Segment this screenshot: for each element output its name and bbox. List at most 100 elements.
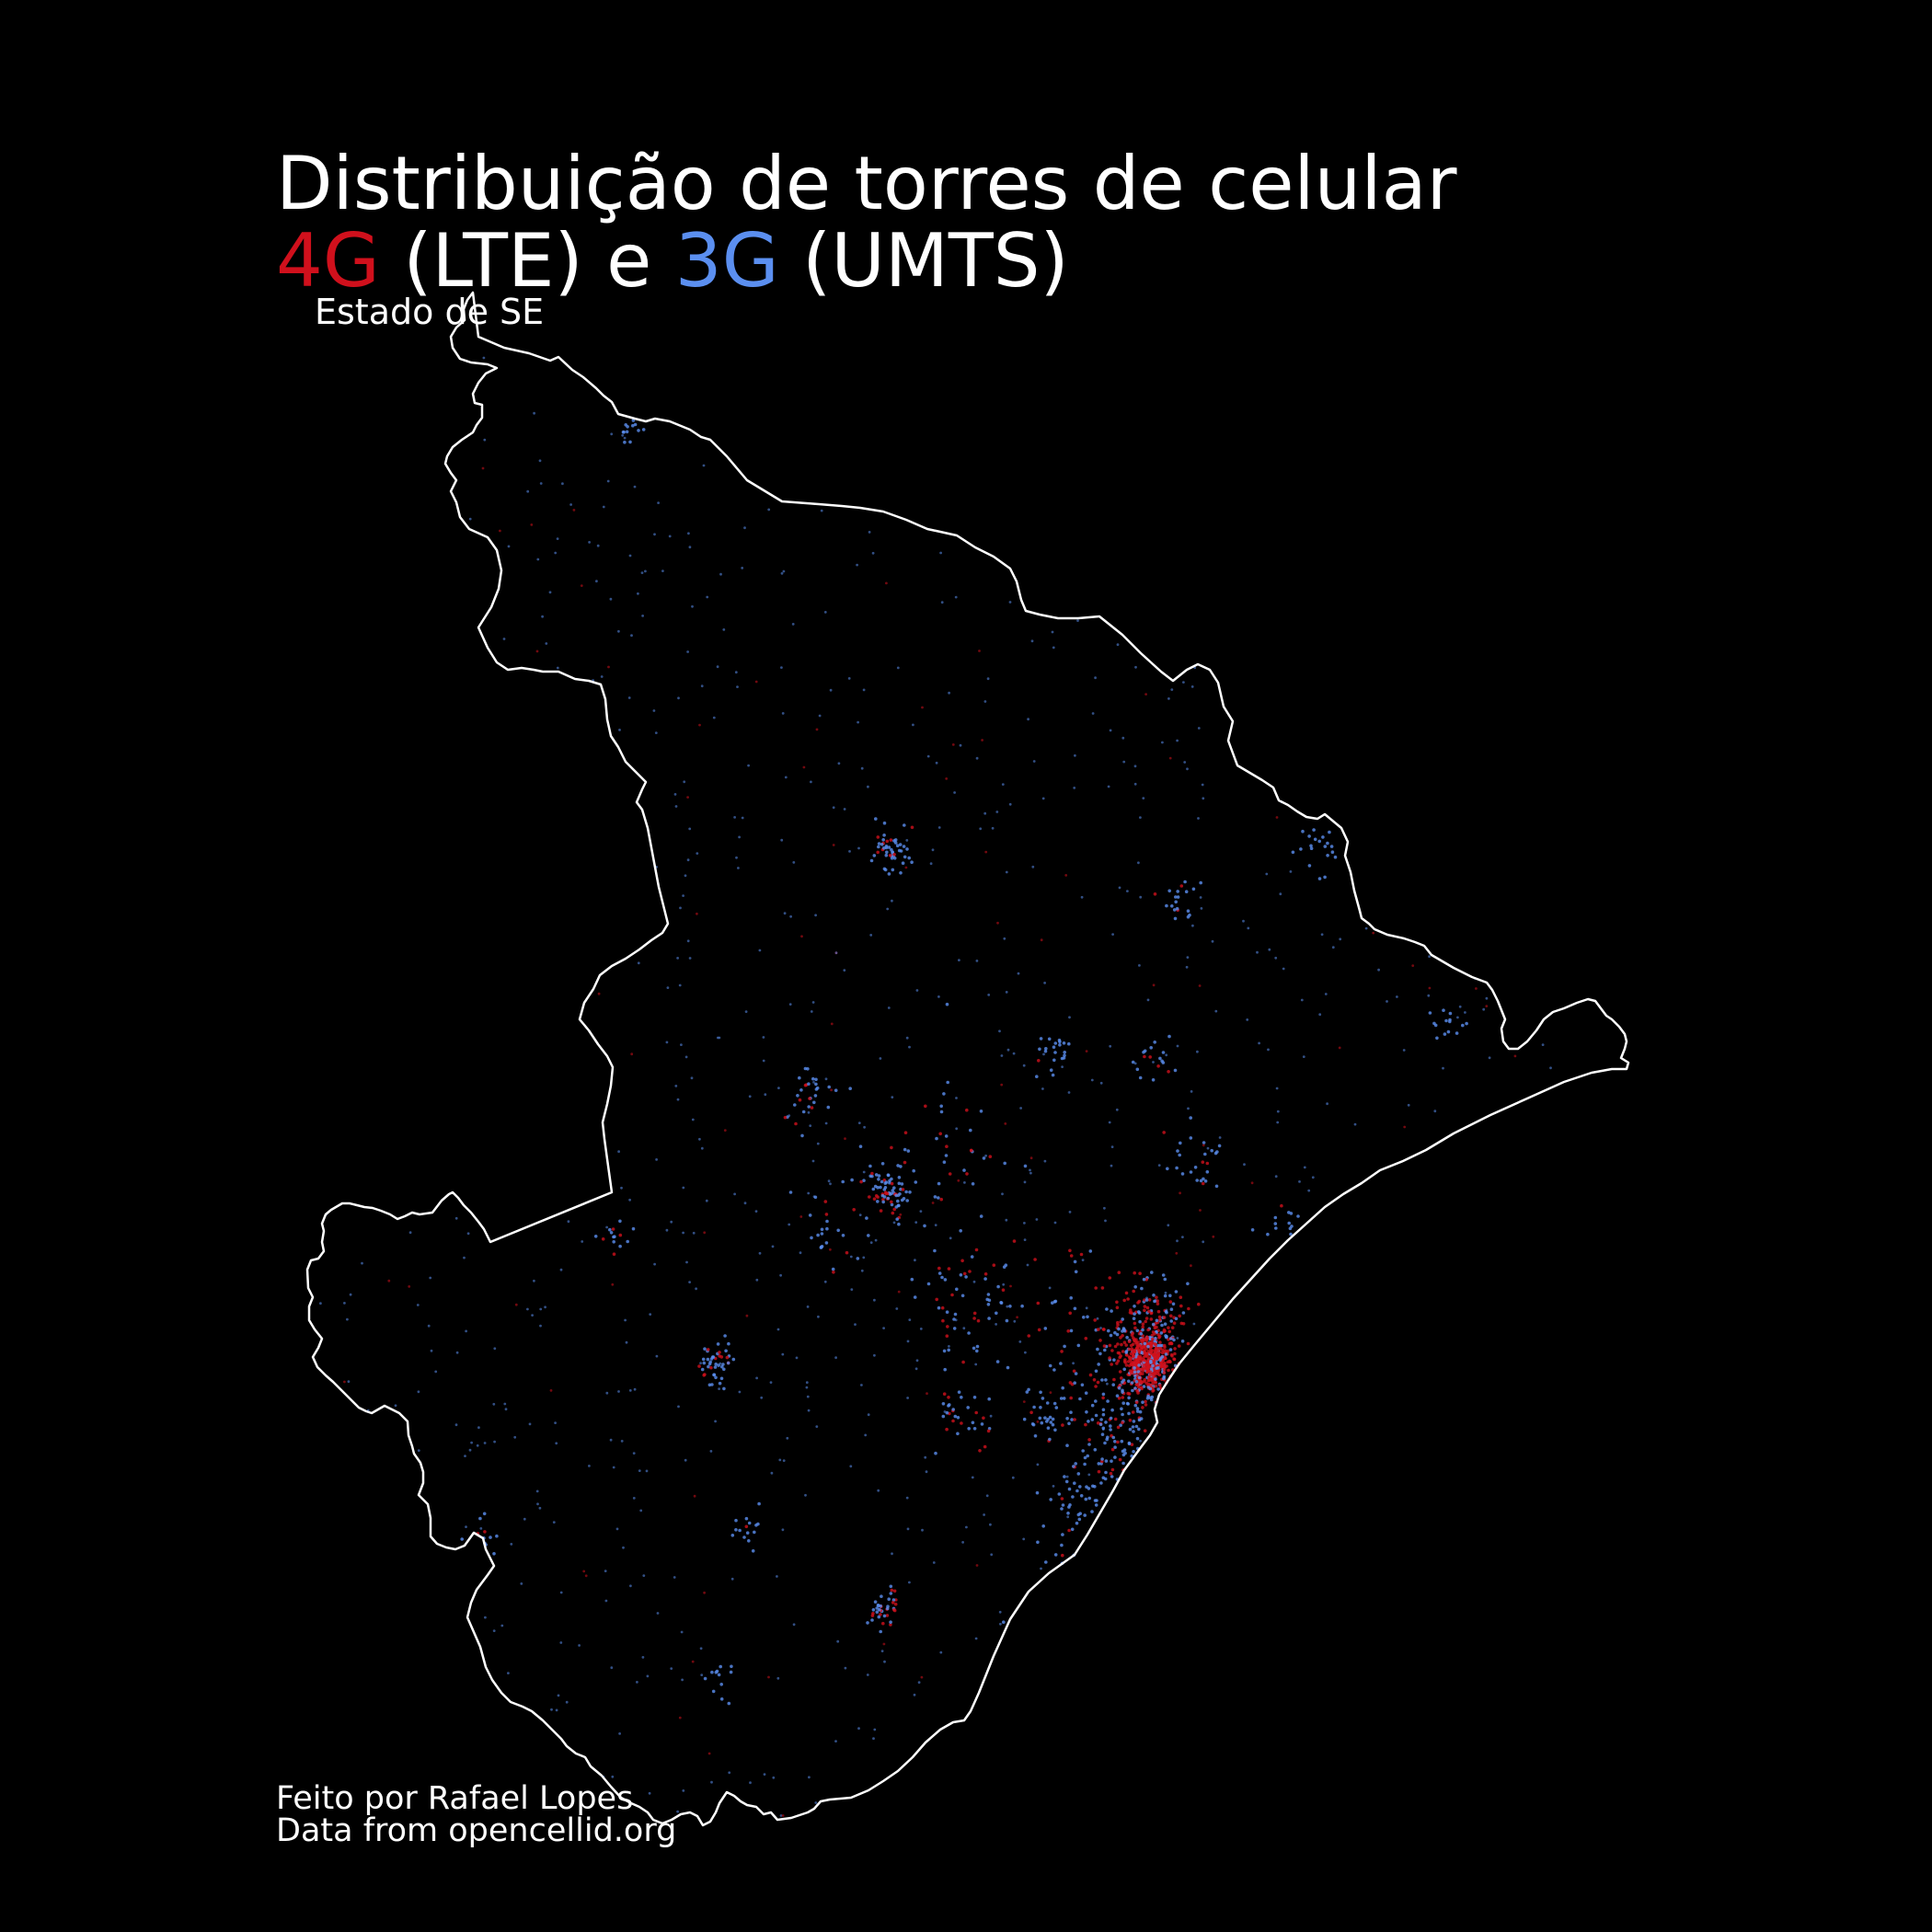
umts-tower-point — [793, 1103, 797, 1107]
umts-tower-point — [1094, 676, 1097, 680]
lte-tower-point — [1084, 1422, 1087, 1427]
umts-tower-point — [857, 720, 859, 724]
lte-tower-point — [1113, 1417, 1118, 1421]
umts-tower-point — [891, 899, 893, 903]
umts-tower-point — [843, 969, 846, 972]
umts-tower-point — [749, 1781, 752, 1785]
umts-tower-point — [834, 1088, 838, 1092]
lte-tower-point — [582, 1570, 586, 1573]
umts-tower-point — [1100, 1432, 1105, 1436]
lte-tower-point — [845, 1250, 849, 1255]
lte-tower-point — [1145, 1336, 1150, 1340]
umts-tower-point — [1461, 1023, 1465, 1028]
umts-tower-point — [926, 754, 930, 758]
umts-tower-point — [1135, 1328, 1140, 1333]
umts-tower-point — [975, 1344, 980, 1349]
lte-tower-point — [1156, 1299, 1159, 1303]
umts-tower-point — [781, 1352, 785, 1356]
lte-tower-point — [1004, 1122, 1007, 1125]
umts-tower-point — [867, 1234, 870, 1237]
umts-tower-point — [1002, 1282, 1006, 1286]
umts-tower-point — [1066, 1515, 1070, 1519]
umts-tower-point — [617, 629, 620, 633]
lte-tower-point — [1121, 1350, 1125, 1353]
umts-tower-point — [719, 572, 722, 576]
umts-tower-point — [908, 1190, 912, 1194]
lte-tower-point — [1116, 1320, 1120, 1325]
lte-tower-point — [781, 1814, 785, 1817]
umts-tower-point — [637, 961, 640, 965]
umts-tower-point — [900, 1182, 904, 1186]
umts-tower-point — [653, 533, 656, 536]
lte-tower-point — [703, 1591, 706, 1594]
umts-tower-point — [880, 843, 884, 846]
umts-tower-point — [730, 1577, 734, 1581]
umts-tower-point — [1022, 1537, 1026, 1541]
lte-tower-point — [1170, 1354, 1174, 1358]
umts-tower-point — [550, 1708, 553, 1711]
umts-tower-point — [1066, 1512, 1070, 1515]
umts-tower-point — [609, 597, 613, 601]
lte-tower-point — [612, 1252, 616, 1256]
umts-tower-point — [914, 1367, 918, 1371]
umts-tower-point — [1051, 1417, 1055, 1421]
umts-tower-point — [908, 1581, 911, 1584]
lte-tower-point — [945, 777, 949, 780]
umts-tower-point — [700, 1146, 704, 1150]
lte-tower-point — [1009, 1284, 1012, 1288]
umts-tower-point — [813, 1094, 818, 1098]
umts-tower-point — [864, 1433, 868, 1437]
lte-tower-point — [1186, 1341, 1190, 1346]
umts-tower-point — [870, 1618, 874, 1622]
umts-tower-point — [1137, 861, 1140, 865]
umts-tower-point — [623, 436, 627, 440]
umts-tower-point — [1109, 1333, 1113, 1338]
lte-tower-point — [1138, 1372, 1143, 1376]
umts-tower-point — [714, 1420, 717, 1423]
umts-tower-point — [955, 1287, 959, 1292]
umts-tower-point — [1043, 1159, 1047, 1163]
umts-tower-point — [860, 1384, 863, 1386]
umts-tower-point — [865, 1216, 868, 1220]
umts-tower-point — [868, 531, 871, 534]
lte-tower-point — [986, 1429, 991, 1433]
umts-tower-point — [1282, 967, 1285, 971]
umts-tower-point — [1174, 1290, 1179, 1294]
umts-tower-point — [503, 1402, 507, 1406]
lte-tower-point — [702, 1374, 706, 1377]
umts-tower-point — [1289, 1212, 1294, 1215]
lte-tower-point — [1141, 1322, 1145, 1326]
umts-tower-point — [1076, 1512, 1081, 1517]
umts-tower-point — [1098, 1351, 1102, 1356]
lte-tower-point — [972, 1317, 976, 1320]
umts-tower-point — [604, 1570, 607, 1572]
umts-tower-point — [939, 1650, 943, 1654]
lte-tower-point — [343, 1380, 346, 1384]
lte-tower-point — [885, 839, 890, 844]
lte-tower-point — [1132, 1354, 1135, 1358]
umts-tower-point — [820, 1227, 824, 1232]
umts-tower-point — [625, 1340, 628, 1344]
umts-tower-point — [767, 508, 771, 512]
umts-tower-point — [995, 1311, 998, 1316]
umts-tower-point — [990, 1553, 994, 1557]
umts-tower-point — [905, 1496, 909, 1500]
umts-tower-point — [734, 1528, 738, 1532]
lte-tower-point — [686, 796, 689, 799]
umts-tower-point — [1093, 1485, 1097, 1489]
umts-tower-point — [544, 1305, 546, 1309]
umts-tower-point — [394, 1404, 397, 1408]
lte-tower-point — [1149, 1351, 1154, 1355]
umts-tower-point — [1104, 1378, 1108, 1382]
umts-tower-point — [1063, 1053, 1066, 1058]
umts-tower-point — [686, 939, 690, 943]
umts-tower-point — [806, 1067, 810, 1071]
umts-tower-point — [780, 838, 784, 842]
umts-tower-point — [890, 847, 893, 852]
umts-tower-point — [1098, 1422, 1103, 1427]
umts-tower-point — [1080, 895, 1084, 899]
lte-tower-point — [879, 1209, 883, 1213]
umts-tower-point — [639, 1509, 643, 1512]
umts-tower-point — [756, 1522, 760, 1526]
umts-tower-point — [1040, 1567, 1042, 1570]
